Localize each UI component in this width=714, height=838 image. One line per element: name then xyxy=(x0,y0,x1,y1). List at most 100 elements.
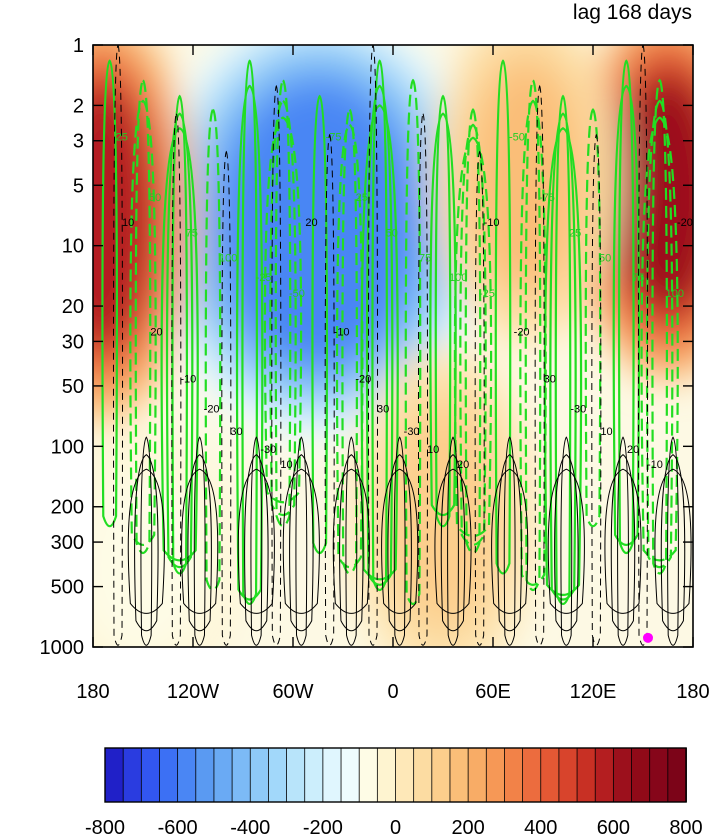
green-contour xyxy=(584,108,602,528)
green-contour-label: 100 xyxy=(666,288,684,300)
colorbar-cell xyxy=(431,747,451,803)
black-contour xyxy=(140,436,153,646)
green-contour xyxy=(434,94,452,528)
colorbar-cell xyxy=(576,747,597,803)
x-tick-label: 60W xyxy=(272,681,313,703)
green-contour-label: -75 xyxy=(326,132,342,144)
green-contour-label: 50 xyxy=(149,192,161,204)
colorbar-cell xyxy=(159,747,179,803)
green-contour xyxy=(519,99,547,586)
colorbar-cell xyxy=(249,747,270,803)
green-contour-label: 25 xyxy=(569,227,581,239)
y-tick-label: 300 xyxy=(51,532,84,554)
black-contour xyxy=(447,436,459,646)
colorbar-cell xyxy=(286,747,306,803)
green-contour xyxy=(263,116,303,504)
colorbar-cell xyxy=(195,747,215,803)
black-contour xyxy=(193,436,206,646)
colorbar-cell xyxy=(231,747,252,803)
green-contour xyxy=(543,127,583,596)
black-contour xyxy=(440,454,466,632)
green-contour xyxy=(612,84,641,547)
black-contour xyxy=(181,468,219,614)
green-contour xyxy=(341,108,359,575)
black-contour xyxy=(667,436,679,646)
shading-blob xyxy=(93,485,197,643)
green-contour xyxy=(129,99,157,547)
colorbar-tick-label: -400 xyxy=(230,817,270,838)
y-tick-label: 50 xyxy=(62,376,84,398)
plot-area: 25 50 75 100 -25 -50 -75 25 50 75 100 -25 -50 -75 25 50… xyxy=(93,45,693,647)
green-contour xyxy=(617,59,635,555)
black-contour-label: -30 xyxy=(260,444,276,456)
green-contour-label: 100 xyxy=(219,253,237,265)
green-contour xyxy=(459,123,487,547)
contour-label-layer: 25 50 75 100 -25 -50 -75 25 50 75 100 -25 -50 -75 25 50… xyxy=(116,132,693,471)
colorbar-cell xyxy=(594,747,615,803)
green-contour-label: 75 xyxy=(632,272,644,284)
black-contour xyxy=(244,454,269,632)
black-contour-label: 30 xyxy=(377,404,389,416)
green-contour xyxy=(134,78,152,555)
green-contour xyxy=(101,59,119,528)
x-tick-label: 120W xyxy=(167,681,219,703)
green-contour-label: -50 xyxy=(509,132,525,144)
black-contour-label: 20 xyxy=(150,326,162,338)
green-contour xyxy=(269,99,297,517)
black-contour xyxy=(221,150,232,646)
colorbar-cell xyxy=(449,747,470,803)
black-contour xyxy=(345,436,358,646)
black-contour xyxy=(112,45,124,646)
black-contour xyxy=(560,436,573,646)
black-contour xyxy=(393,436,406,646)
colorbar-cell xyxy=(631,747,651,803)
black-contour xyxy=(497,454,522,632)
green-contour-label: 75 xyxy=(419,253,431,265)
black-contour xyxy=(610,454,636,632)
colorbar-cell xyxy=(140,747,161,803)
black-contour-label: -10 xyxy=(180,373,196,385)
colorbar-cell xyxy=(558,747,578,803)
y-tick-label: 30 xyxy=(62,331,84,353)
green-contour-layer xyxy=(101,59,679,606)
green-contour-label: -75 xyxy=(539,192,555,204)
shading-blob xyxy=(389,407,497,626)
green-contour xyxy=(554,94,572,606)
black-contour-label: -20 xyxy=(204,404,220,416)
green-contour xyxy=(204,108,222,592)
black-contour xyxy=(434,468,472,614)
colorbar-cell xyxy=(485,747,506,803)
colorbar xyxy=(104,747,687,803)
y-tick-label: 1000 xyxy=(40,637,85,659)
green-contour-label: -25 xyxy=(479,288,495,300)
black-contour-label: 30 xyxy=(544,373,556,385)
black-contour xyxy=(417,112,429,646)
green-contour-label: 50 xyxy=(599,253,611,265)
green-contour xyxy=(360,104,399,581)
black-contour-label: -10 xyxy=(484,217,500,229)
black-contour-label: 10 xyxy=(600,426,612,438)
black-contour xyxy=(295,436,308,646)
chart-title: lag 168 days xyxy=(573,1,692,24)
colorbar-cell xyxy=(467,747,488,803)
y-tick-label: 1 xyxy=(73,35,84,57)
colorbar-tick-label: -800 xyxy=(85,817,125,838)
black-contour xyxy=(617,436,629,646)
y-tick-label: 10 xyxy=(62,236,84,258)
green-contour xyxy=(241,59,258,606)
colorbar-tick-label: 600 xyxy=(597,817,630,838)
colorbar-cell xyxy=(504,747,524,803)
black-contour xyxy=(637,45,649,646)
colorbar-tick-labels: -800 -600 -400 -200 0 200 400 600 800 xyxy=(85,817,703,838)
black-contour-label: 10 xyxy=(122,217,134,229)
colorbar-cell xyxy=(213,747,233,803)
black-contour xyxy=(324,133,335,646)
black-contour-label: -10 xyxy=(334,326,350,338)
colorbar-cell xyxy=(413,747,433,803)
black-contour xyxy=(604,468,642,614)
colorbar-cell xyxy=(540,747,560,803)
x-tick-label: 0 xyxy=(387,681,398,703)
black-contour-label: -20 xyxy=(355,373,371,385)
colorbar-cell xyxy=(104,747,125,803)
